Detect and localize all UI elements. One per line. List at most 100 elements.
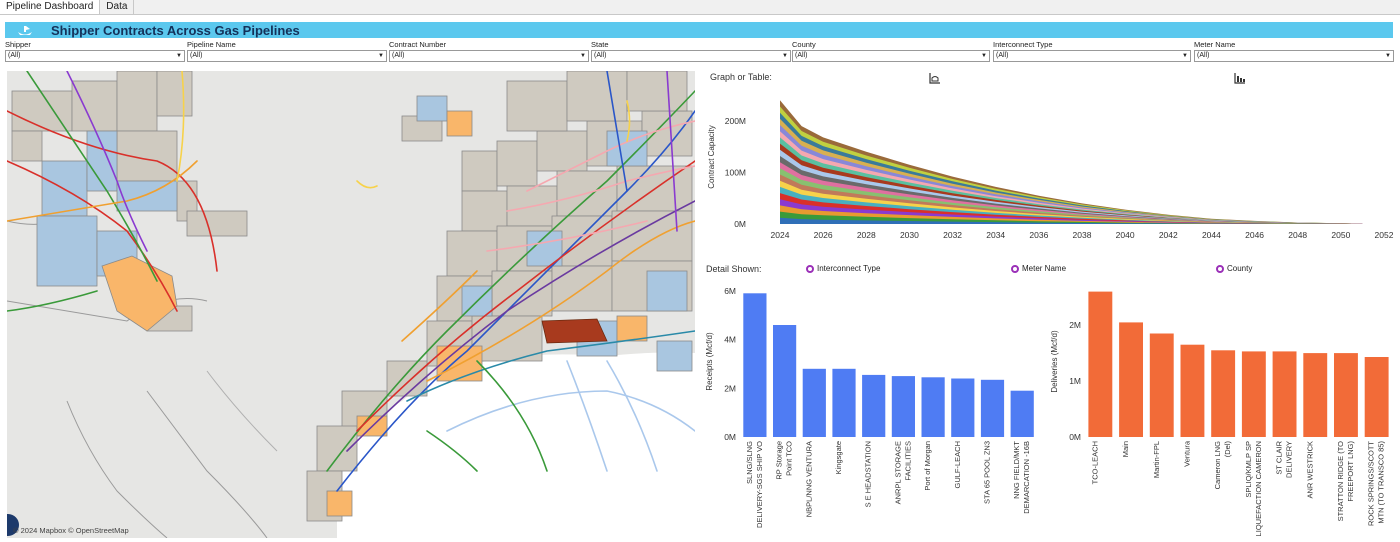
x-tick-label: STRATTON RIDGE (TO (1336, 441, 1345, 522)
x-tick-label: 2040 (1116, 230, 1135, 240)
x-tick-label: 2048 (1288, 230, 1307, 240)
x-tick-label: NNG FIELD/MKT (1012, 441, 1021, 499)
y-axis-label: Contract Capacity (707, 125, 716, 189)
bar[interactable] (921, 377, 945, 437)
x-tick-label: Cameron LNG (1213, 441, 1222, 490)
shipper-dropdown[interactable]: (All) ▼ (5, 50, 185, 62)
x-tick-label: DELIVERY-SGS SHIP VO (755, 441, 764, 528)
filter-county: County (All) ▼ (792, 40, 990, 66)
deliveries-bar-chart: Deliveries (Mcf/d) 0M 1M 2M TCO-LEACH Main Mar… (1050, 291, 1389, 536)
filter-label: Shipper (5, 40, 31, 49)
x-tick-label: 2046 (1245, 230, 1264, 240)
bar[interactable] (1149, 333, 1174, 438)
radio-label: Interconnect Type (817, 264, 881, 273)
x-tick-label: Main (1121, 441, 1130, 457)
tab-bar: Pipeline Dashboard Data (0, 0, 1400, 15)
area-series-band (780, 211, 1363, 224)
state-dropdown[interactable]: (All) ▼ (591, 50, 791, 62)
bar[interactable] (1364, 357, 1389, 437)
x-tick-label: 2034 (986, 230, 1005, 240)
radio-interconnect-type[interactable]: Interconnect Type (806, 264, 880, 273)
x-tick-label: ST CLAIR (1275, 440, 1284, 474)
interconnect-type-dropdown[interactable]: (All) ▼ (993, 50, 1191, 62)
map-nav-icon[interactable] (7, 514, 19, 536)
bar[interactable] (1211, 350, 1236, 437)
x-tick-label: GULF-LEACH (953, 441, 962, 489)
bar[interactable] (891, 376, 915, 437)
y-axis-label: Deliveries (Mcf/d) (1050, 330, 1059, 393)
y-tick-label: 2M (724, 383, 736, 393)
x-tick-label: 2028 (857, 230, 876, 240)
bar[interactable] (1119, 322, 1143, 437)
y-tick-label: 100M (725, 167, 746, 177)
contract-capacity-chart: Contract Capacity 0M 100M 200M 2024 2026 2028 2… (707, 100, 1394, 240)
x-tick-label: 2044 (1202, 230, 1221, 240)
bar[interactable] (1088, 291, 1113, 437)
dropdown-value: (All) (8, 52, 21, 59)
dropdown-value: (All) (392, 52, 405, 59)
filter-pipeline-name: Pipeline Name (All) ▼ (187, 40, 387, 66)
x-tick-label: 2026 (814, 230, 833, 240)
bar[interactable] (1334, 353, 1358, 437)
bar[interactable] (802, 368, 826, 437)
filter-interconnect-type: Interconnect Type (All) ▼ (993, 40, 1191, 66)
filter-meter-name: Meter Name (All) ▼ (1194, 40, 1394, 66)
dropdown-arrow-icon: ▼ (981, 53, 987, 59)
pipeline-map[interactable]: © 2024 Mapbox © OpenStreetMap (7, 71, 695, 538)
bar[interactable] (832, 368, 856, 437)
filter-label: Interconnect Type (993, 40, 1053, 49)
x-tick-label: DELIVERY (1285, 441, 1294, 478)
filter-label: County (792, 40, 816, 49)
x-tick-label: 2030 (900, 230, 919, 240)
bar[interactable] (1010, 390, 1034, 437)
y-axis-label: Receipts (Mcf/d) (705, 332, 714, 391)
x-tick-label: LIQUEFACTION CAMERON (1254, 441, 1263, 536)
filter-label: State (591, 40, 609, 49)
x-tick-label: (Del) (1223, 440, 1232, 457)
filter-state: State (All) ▼ (591, 40, 791, 66)
y-tick-label: 6M (724, 286, 736, 296)
bar[interactable] (1303, 353, 1328, 437)
bar[interactable] (951, 378, 975, 438)
tab-pipeline-dashboard[interactable]: Pipeline Dashboard (0, 0, 101, 14)
filter-row: Shipper (All) ▼ Pipeline Name (All) ▼ Cont… (5, 40, 1395, 66)
dropdown-value: (All) (1197, 52, 1210, 59)
filter-shipper: Shipper (All) ▼ (5, 40, 185, 66)
pipeline-name-dropdown[interactable]: (All) ▼ (187, 50, 387, 62)
x-tick-label: 2052 (1375, 230, 1394, 240)
bar[interactable] (773, 325, 797, 437)
radio-circle-icon (806, 264, 814, 273)
tab-data[interactable]: Data (100, 0, 135, 14)
county-dropdown[interactable]: (All) ▼ (792, 50, 990, 62)
bar[interactable] (743, 293, 767, 437)
y-tick-label: 0M (734, 219, 746, 229)
radio-circle-icon (1216, 264, 1224, 273)
filter-contract-number: Contract Number (All) ▼ (389, 40, 589, 66)
radio-county[interactable]: County (1216, 264, 1252, 273)
filter-label: Contract Number (389, 40, 447, 49)
filter-label: Meter Name (1194, 40, 1236, 49)
y-tick-label: 0M (1069, 432, 1081, 442)
contract-number-dropdown[interactable]: (All) ▼ (389, 50, 589, 62)
filter-label: Pipeline Name (187, 40, 236, 49)
y-tick-label: 2M (1069, 320, 1081, 330)
bar[interactable] (1272, 351, 1297, 437)
dropdown-value: (All) (996, 52, 1009, 59)
x-tick-label: 2032 (943, 230, 962, 240)
bar[interactable] (980, 379, 1005, 437)
radio-label: County (1227, 264, 1253, 273)
area-chart-toggle-icon[interactable] (929, 71, 941, 84)
bar[interactable] (1241, 351, 1266, 437)
bar[interactable] (1180, 344, 1205, 437)
bar-chart-toggle-icon[interactable] (1234, 71, 1246, 84)
dropdown-arrow-icon: ▼ (580, 53, 586, 59)
radio-meter-name[interactable]: Meter Name (1011, 264, 1066, 273)
x-tick-label: SPLIQ/KMLP SP (1244, 441, 1253, 498)
x-tick-label: 2036 (1029, 230, 1048, 240)
y-tick-label: 1M (1069, 376, 1081, 386)
y-tick-label: 0M (724, 432, 736, 442)
x-tick-label: NBPL/NNG VENTURA (804, 441, 813, 517)
area-series-band (780, 217, 1363, 224)
meter-name-dropdown[interactable]: (All) ▼ (1194, 50, 1394, 62)
bar[interactable] (862, 374, 886, 437)
